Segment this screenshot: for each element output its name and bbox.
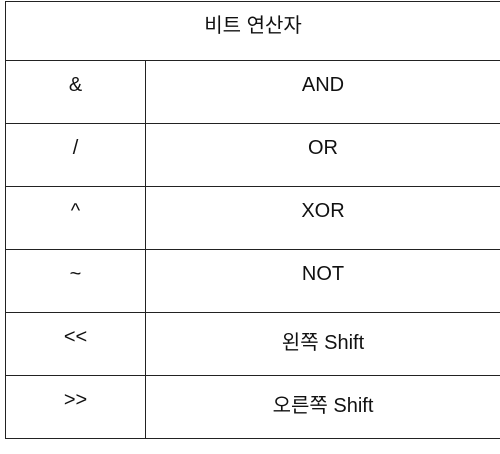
table-row: / OR [5, 123, 500, 187]
operator-cell: >> [5, 375, 146, 439]
operator-cell: / [5, 123, 146, 187]
bit-operators-table: 비트 연산자 & AND / OR ^ XOR ~ NOT << 왼쪽 Shif… [5, 1, 500, 439]
table-row: ~ NOT [5, 249, 500, 313]
operator-cell: << [5, 312, 146, 376]
operator-cell: ~ [5, 249, 146, 313]
table-row: & AND [5, 60, 500, 124]
operation-name-cell: AND [145, 60, 500, 124]
operation-name-cell: 오른쪽 Shift [145, 375, 500, 439]
operation-name-cell: XOR [145, 186, 500, 250]
table-title: 비트 연산자 [5, 1, 500, 61]
table-row: << 왼쪽 Shift [5, 312, 500, 376]
operation-name-cell: NOT [145, 249, 500, 313]
operator-cell: & [5, 60, 146, 124]
operation-name-cell: OR [145, 123, 500, 187]
operation-name-cell: 왼쪽 Shift [145, 312, 500, 376]
table-row: ^ XOR [5, 186, 500, 250]
operator-cell: ^ [5, 186, 146, 250]
table-row: >> 오른쪽 Shift [5, 375, 500, 439]
table-header-row: 비트 연산자 [5, 1, 500, 61]
